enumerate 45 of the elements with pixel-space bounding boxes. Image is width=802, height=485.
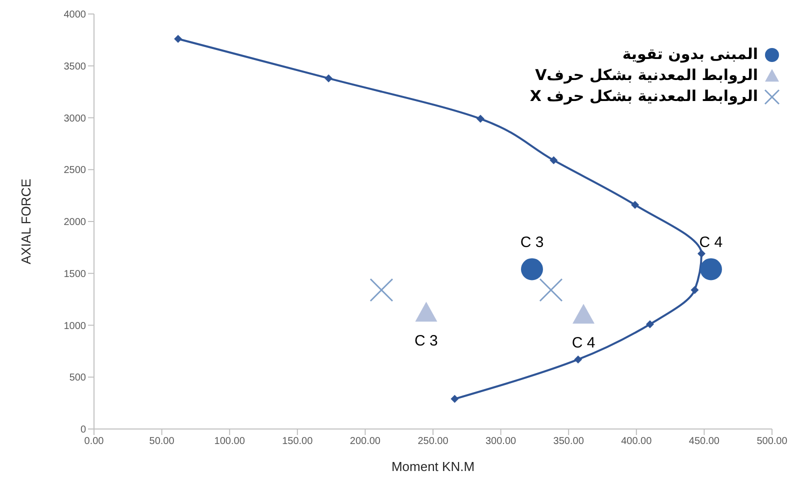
- point: [574, 355, 582, 364]
- y-tick-label: 1500: [64, 268, 86, 280]
- x-tick-label: 400.00: [621, 436, 652, 448]
- x-tick-label: 200.00: [350, 436, 381, 448]
- x-tick-label: 500.00: [756, 436, 788, 448]
- x-tick-label: 150.00: [282, 436, 314, 448]
- y-tick-label: 0: [80, 424, 86, 436]
- point: [415, 302, 438, 322]
- point: [174, 34, 182, 43]
- annotation: C 3: [520, 234, 544, 252]
- point: [697, 250, 706, 258]
- y-tick-label: 4000: [64, 10, 86, 21]
- annotation: C 3: [414, 332, 438, 350]
- x-tick-label: 300.00: [486, 436, 517, 448]
- point: [631, 200, 640, 209]
- x-axis-title: Moment KN.M: [391, 459, 475, 474]
- y-tick-label: 2500: [64, 165, 86, 176]
- x-tick-label: 100.00: [214, 436, 246, 448]
- y-tick-label: 1000: [64, 320, 86, 332]
- y-tick-label: 3500: [64, 61, 86, 72]
- x-tick-label: 0.00: [84, 436, 104, 448]
- annotation: C 4: [572, 334, 596, 352]
- point: [700, 258, 722, 280]
- y-tick-label: 3000: [64, 113, 86, 124]
- point: [690, 286, 699, 294]
- x-tick-label: 350.00: [553, 436, 584, 448]
- annotation: C 4: [699, 234, 723, 252]
- point: [324, 74, 333, 82]
- point: [476, 114, 484, 123]
- point: [370, 278, 394, 302]
- legend-label: الروابط المعدنية بشكل حرف X: [530, 86, 758, 107]
- x-tick-label: 250.00: [418, 436, 449, 448]
- x-tick-label: 450.00: [688, 436, 720, 448]
- point: [450, 394, 459, 403]
- point: [572, 304, 595, 324]
- y-tick-label: 500: [69, 372, 86, 384]
- x-tick-label: 50.00: [149, 436, 175, 448]
- legend-label: الروابط المعدنية بشكل حرفV: [535, 65, 758, 86]
- legend-label: المبنى بدون تقوية: [622, 44, 758, 65]
- point: [539, 278, 563, 302]
- y-axis-title: AXIAL FORCE: [18, 178, 34, 264]
- y-tick-label: 2000: [64, 217, 86, 228]
- point: [646, 320, 654, 328]
- point: [550, 156, 558, 164]
- point: [520, 258, 543, 280]
